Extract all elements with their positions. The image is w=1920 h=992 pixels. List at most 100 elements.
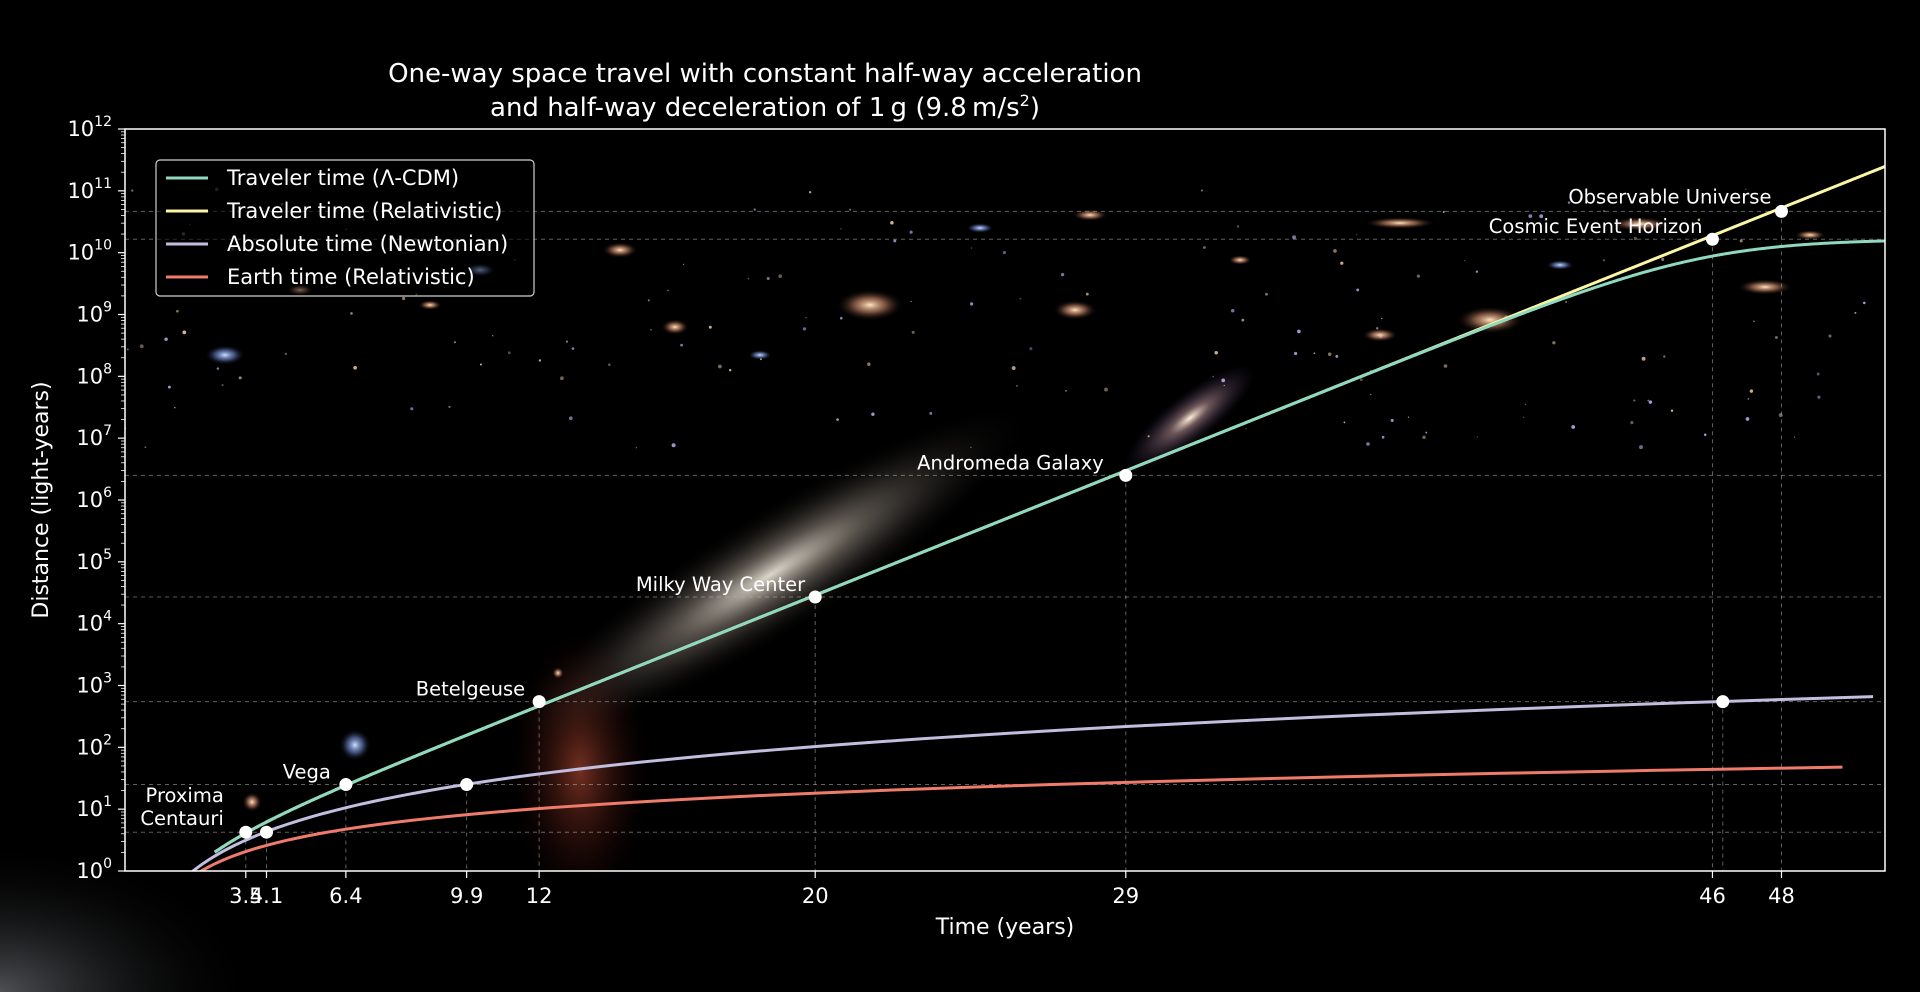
background-galaxy-speck [1476,436,1479,438]
background-galaxy-speck [805,316,807,319]
background-galaxy-speck [1602,259,1605,262]
background-galaxy-speck [970,247,973,249]
y-tick-exponent: 6 [103,485,112,501]
proxima-star-glow [242,792,262,812]
legend-entry-label: Traveler time (Λ-CDM) [226,166,459,190]
background-galaxy-speck [131,189,134,192]
galaxy [1228,255,1252,265]
destination-label: Milky Way Center [636,573,806,596]
background-galaxy-speck [1104,387,1108,392]
background-galaxy-speck [538,359,542,362]
orion-nebula-glow [510,630,650,871]
background-galaxy-speck [753,208,756,211]
background-galaxy-speck [560,376,564,381]
background-galaxy-speck [568,416,573,421]
background-galaxy-speck [1753,320,1755,323]
y-tick-base: 10 [76,859,103,883]
galaxy [966,223,994,233]
y-tick-exponent: 9 [103,300,112,316]
background-galaxy-speck [1816,372,1820,376]
background-galaxy-speck [454,341,456,344]
y-tick-base: 10 [76,550,103,574]
background-galaxy-speck [1747,398,1750,400]
destination-label: Proxima [146,784,224,807]
background-galaxy-speck [1793,436,1796,438]
chart-title-line-2: and half-way deceleration of 1 g (9.8 m/… [490,91,1040,123]
background-galaxy-speck [969,302,974,306]
galaxy [205,345,245,365]
series-line-newtonian [190,695,1874,871]
background-galaxy-speck [1663,355,1666,358]
background-galaxy-speck [708,325,712,329]
galaxy [1364,217,1436,229]
destination-label: Betelgeuse [416,678,525,701]
y-tick-exponent: 11 [94,176,112,192]
legend: Traveler time (Λ-CDM) Traveler time (Rela… [155,159,535,297]
background-galaxy-speck [479,363,482,366]
background-galaxy-speck [1297,329,1301,334]
y-tick-exponent: 2 [103,732,112,748]
x-tick-label: 20 [802,884,829,908]
x-tick-label: 6.4 [329,884,362,908]
background-galaxy-speck [1340,261,1344,265]
destination-marker [532,695,546,709]
background-galaxy-speck [808,191,812,194]
background-galaxy-speck [1745,188,1747,191]
background-galaxy-speck [164,337,168,341]
x-tick-label: 46 [1699,884,1726,908]
chart-title-line-2-main: and half-way deceleration of 1 g (9.8 m/… [490,93,1020,123]
background-galaxy-speck [402,296,406,301]
background-galaxy-speck [1552,341,1556,345]
x-tick-label: 3.5 [229,884,262,908]
background-galaxy-speck [1019,297,1022,300]
galaxy [602,242,638,258]
background-galaxy-speck [1697,218,1701,222]
y-axis-title: Distance (light-years) [29,381,54,618]
background-galaxy-speck [650,328,652,331]
y-tick-label: 107 [76,423,112,450]
destination-marker [259,825,273,839]
galaxy [418,300,442,310]
legend-entry-label: Absolute time (Newtonian) [227,232,508,256]
background-galaxy-speck [1863,301,1866,305]
background-galaxy-speck [909,230,913,234]
destination-marker [1774,204,1788,218]
background-galaxy-speck [1292,235,1297,240]
background-galaxy-speck [1567,201,1571,204]
galaxy [836,289,904,321]
background-galaxy-speck [802,327,807,331]
background-galaxy-speck [836,418,839,421]
background-galaxy-speck [849,208,852,211]
background-galaxy-speck [1528,214,1533,218]
y-tick-label: 104 [76,609,112,636]
destination-label: Andromeda Galaxy [917,451,1104,474]
chart-title-line-1: One-way space travel with constant half-… [388,59,1142,89]
background-galaxy-speck [216,367,220,370]
y-tick-base: 10 [76,488,103,512]
background-galaxy-speck [1002,251,1006,255]
background-galaxy-speck [144,446,147,449]
destination-marker [339,778,353,792]
background-galaxy-speck [1343,421,1346,424]
background-galaxy-speck [221,383,224,387]
background-galaxy-speck [1828,334,1832,338]
background-galaxy-speck [507,351,511,355]
background-galaxy-speck [1379,335,1383,339]
background-galaxy-speck [893,239,897,243]
galaxy [748,350,772,360]
background-galaxy-speck [647,299,650,302]
background-galaxy-speck [667,289,669,292]
background-galaxy-speck [174,406,176,409]
y-tick-base: 10 [76,735,103,759]
y-tick-base: 10 [67,117,94,141]
background-galaxy-speck [571,347,575,350]
background-galaxy-speck [635,447,638,449]
chart-title-superscript: 2 [1020,91,1030,110]
destination-marker [1119,468,1133,482]
background-galaxy-speck [1774,336,1778,339]
background-galaxy-speck [1366,442,1370,446]
background-galaxy-speck [890,221,894,225]
y-tick-label: 102 [76,732,112,759]
destination-marker [460,778,474,792]
y-tick-base: 10 [76,674,103,698]
